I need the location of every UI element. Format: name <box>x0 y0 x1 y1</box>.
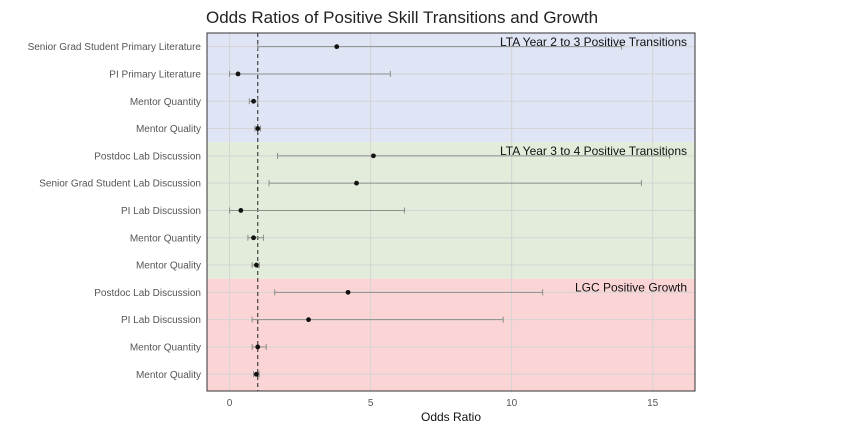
group-label-3: LGC Positive Growth <box>575 281 687 295</box>
plot-border <box>206 32 696 392</box>
x-axis-title: Odds Ratio <box>421 410 481 424</box>
group-label-2: LTA Year 3 to 4 Positive Transitions <box>500 144 687 158</box>
y-tick-label: PI Lab Discussion <box>121 206 201 217</box>
point-estimate <box>251 235 256 241</box>
group-labels: LTA Year 2 to 3 Positive Transitions LTA … <box>500 35 687 295</box>
point-estimate <box>235 71 241 77</box>
y-tick-label: PI Primary Literature <box>109 69 201 80</box>
y-tick-label: Postdoc Lab Discussion <box>94 151 201 162</box>
x-tick-label: 5 <box>368 398 374 409</box>
group-band-1 <box>207 33 695 143</box>
x-axis-ticks: 0 5 10 15 <box>227 398 659 409</box>
y-tick-label: Senior Grad Student Primary Literature <box>28 42 202 53</box>
x-tick-label: 0 <box>227 398 233 409</box>
y-tick-label: Mentor Quantity <box>130 233 201 244</box>
row-labels: Senior Grad Student Primary Literature PI… <box>28 42 202 381</box>
point-estimate <box>371 153 376 159</box>
y-tick-label: Senior Grad Student Lab Discussion <box>39 179 201 190</box>
point-estimate <box>253 262 259 268</box>
group-bands <box>207 33 695 391</box>
point-estimate <box>251 98 256 104</box>
y-tick-label: Mentor Quantity <box>130 342 201 353</box>
point-estimate <box>253 371 259 377</box>
point-estimate <box>255 126 261 131</box>
point-estimates <box>235 44 376 377</box>
y-tick-label: Mentor Quality <box>136 370 201 381</box>
y-tick-label: PI Lab Discussion <box>121 315 201 326</box>
point-estimate <box>345 289 351 295</box>
point-estimate <box>306 317 311 323</box>
point-estimate <box>334 44 340 50</box>
confidence-intervals <box>229 43 671 378</box>
y-tick-label: Postdoc Lab Discussion <box>94 288 201 299</box>
group-label-1: LTA Year 2 to 3 Positive Transitions <box>500 35 687 49</box>
y-tick-label: Mentor Quantity <box>130 97 201 108</box>
y-tick-label: Mentor Quality <box>136 124 201 135</box>
chart-title: Odds Ratios of Positive Skill Transition… <box>206 8 599 27</box>
point-estimate <box>255 344 261 350</box>
x-tick-label: 15 <box>647 398 659 409</box>
y-tick-label: Mentor Quality <box>136 261 201 272</box>
group-band-3 <box>207 278 695 391</box>
x-tick-label: 10 <box>506 398 518 409</box>
point-estimate <box>354 180 359 186</box>
plot-frame <box>206 32 696 392</box>
point-estimate <box>238 208 244 213</box>
